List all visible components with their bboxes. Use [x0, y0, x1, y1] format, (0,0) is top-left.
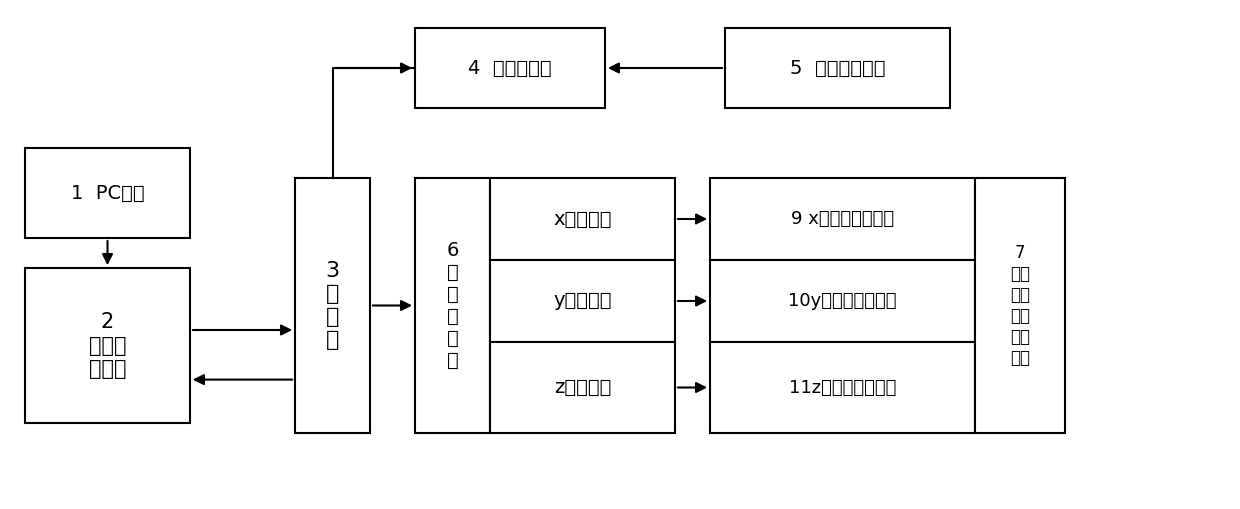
Text: y轴驱动器: y轴驱动器 [553, 292, 611, 310]
Bar [25, 268, 190, 423]
Text: 2
嵌入式
控制器: 2 嵌入式 控制器 [89, 313, 126, 379]
Bar [711, 260, 975, 342]
Bar [711, 178, 975, 260]
Text: z轴驱动器: z轴驱动器 [554, 378, 611, 397]
Bar [975, 178, 1065, 433]
Text: 6
伺
服
驱
动
器: 6 伺 服 驱 动 器 [446, 241, 459, 370]
Bar [25, 148, 190, 238]
Text: 9 x轴方向运动机构: 9 x轴方向运动机构 [791, 210, 894, 228]
Bar [490, 178, 675, 260]
Text: 10y轴方向运动机构: 10y轴方向运动机构 [789, 292, 897, 310]
Text: 7
三及
坐传
标动
驱机
动构: 7 三及 坐传 标动 驱机 动构 [1011, 244, 1030, 366]
Text: x轴驱动器: x轴驱动器 [553, 210, 611, 229]
Bar [490, 260, 675, 342]
Bar [725, 28, 950, 108]
Text: 11z轴方向运动机构: 11z轴方向运动机构 [789, 379, 897, 397]
Text: 1  PC主机: 1 PC主机 [71, 184, 144, 203]
Text: 5  三维力传感器: 5 三维力传感器 [790, 59, 885, 77]
Bar [415, 178, 490, 433]
Bar [295, 178, 370, 433]
Bar [711, 342, 975, 433]
Text: 3
端
子
板: 3 端 子 板 [325, 261, 340, 350]
Bar [415, 28, 605, 108]
Text: 4  信号放大器: 4 信号放大器 [469, 59, 552, 77]
Bar [490, 342, 675, 433]
